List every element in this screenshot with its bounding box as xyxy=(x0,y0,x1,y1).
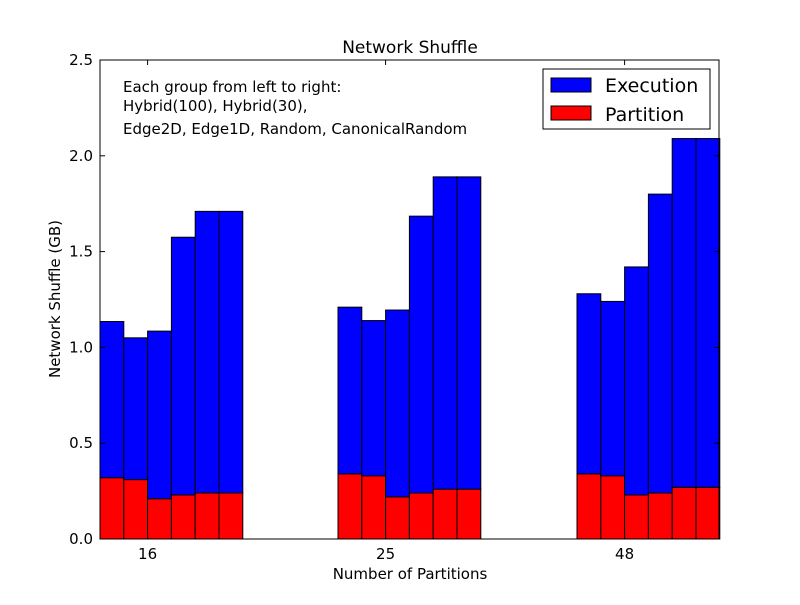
bar-execution-16-3 xyxy=(147,330,172,500)
annotation-line-3: Edge2D, Edge1D, Random, CanonicalRandom xyxy=(123,120,467,138)
bar-execution-25-1 xyxy=(337,306,363,475)
legend-swatch-partition xyxy=(550,105,592,121)
bar-execution-16-1 xyxy=(99,321,125,479)
x-tick-label: 48 xyxy=(615,545,634,563)
x-tick-label: 16 xyxy=(138,545,157,563)
bar-execution-16-2 xyxy=(123,337,149,481)
bar-execution-25-2 xyxy=(361,320,387,477)
bar-execution-16-6 xyxy=(218,210,244,494)
bar-partition-16-1 xyxy=(99,477,125,540)
bar-partition-16-4 xyxy=(170,494,196,540)
bar-partition-25-6 xyxy=(456,488,482,540)
bar-partition-25-5 xyxy=(432,488,458,540)
bar-partition-25-2 xyxy=(361,475,387,540)
bar-partition-48-6 xyxy=(695,486,721,540)
bar-execution-16-5 xyxy=(194,210,220,494)
bar-partition-16-3 xyxy=(147,498,172,540)
y-tick-label: 2.5 xyxy=(69,51,93,69)
legend-swatch-execution xyxy=(550,77,592,93)
bar-execution-48-2 xyxy=(600,300,626,477)
bar-execution-48-5 xyxy=(671,138,697,488)
y-axis-label: Network Shuffle (GB) xyxy=(46,220,64,378)
x-axis-label: Number of Partitions xyxy=(333,565,488,583)
bar-execution-48-4 xyxy=(647,193,673,494)
bar-execution-48-6 xyxy=(695,138,721,488)
bar-execution-25-3 xyxy=(385,309,410,498)
y-tick-label: 1.0 xyxy=(69,338,93,356)
annotation: Each group from left to right: Hybrid(10… xyxy=(123,78,467,138)
annotation-line-2: Hybrid(100), Hybrid(30), xyxy=(123,97,308,115)
bar-execution-25-4 xyxy=(408,215,434,494)
plot-frame xyxy=(99,59,720,540)
bar-partition-48-4 xyxy=(647,492,673,540)
annotation-line-1: Each group from left to right: xyxy=(123,78,341,96)
bar-partition-25-4 xyxy=(408,492,434,540)
bar-partition-16-6 xyxy=(218,492,244,540)
bar-partition-16-2 xyxy=(123,479,149,540)
bar-execution-16-4 xyxy=(170,236,196,496)
bar-partition-48-1 xyxy=(576,473,602,540)
legend: Execution Partition xyxy=(542,68,711,130)
bar-partition-25-3 xyxy=(385,496,410,540)
bar-execution-25-6 xyxy=(456,176,482,490)
y-tick-label: 1.5 xyxy=(69,243,93,261)
y-tick-label: 0.5 xyxy=(69,434,93,452)
bar-partition-48-2 xyxy=(600,475,626,540)
bar-partition-48-3 xyxy=(624,494,649,540)
legend-label-execution: Execution xyxy=(605,75,698,97)
bar-partition-25-1 xyxy=(337,473,363,540)
legend-label-partition: Partition xyxy=(605,104,684,126)
y-tick-label: 2.0 xyxy=(69,147,93,165)
bars-layer xyxy=(99,138,721,540)
bar-execution-48-1 xyxy=(576,293,602,475)
bar-partition-16-5 xyxy=(194,492,220,540)
bar-execution-25-5 xyxy=(432,176,458,490)
y-tick-label: 0.0 xyxy=(69,530,93,548)
bar-partition-48-5 xyxy=(671,486,697,540)
chart-title: Network Shuffle xyxy=(342,38,478,58)
bar-execution-48-3 xyxy=(624,266,649,496)
axes-layer: 0.0 0.5 1.0 1.5 2.0 2.5 16 25 48 xyxy=(69,51,720,563)
x-tick-label: 25 xyxy=(376,545,395,563)
